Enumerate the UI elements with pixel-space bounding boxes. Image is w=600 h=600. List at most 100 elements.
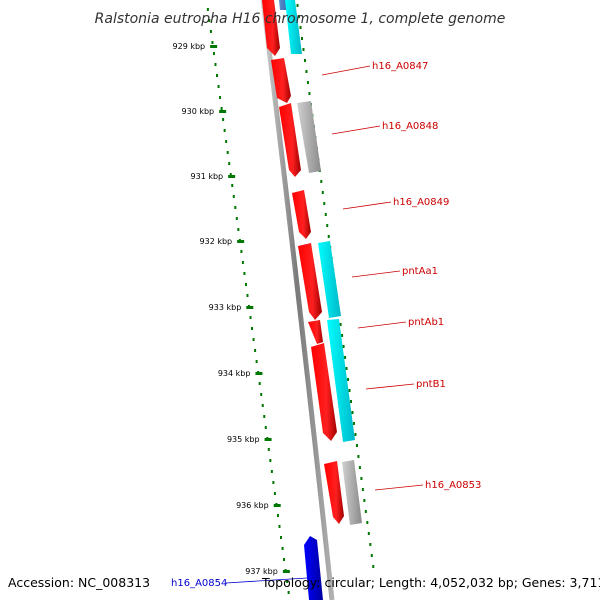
outer-track-dot (305, 70, 308, 73)
outer-track-dot (342, 345, 345, 348)
gene-label-layer: h16_A0847 h16_A0848 h16_A0849 pntAa1 pntAb1 p… (321, 61, 481, 491)
gene-leader-line (351, 270, 401, 278)
map-title: Ralstonia eutropha H16 chromosome 1, com… (95, 11, 506, 27)
tick-dot (263, 415, 266, 418)
tick-dot (286, 580, 289, 583)
tick-label: 933 kbp (209, 303, 242, 312)
tick-dot (276, 514, 279, 517)
outer-track-dot (370, 554, 373, 557)
outer-track-dot (339, 323, 342, 326)
tick-dot (234, 206, 237, 209)
gene-label[interactable]: h16_A0848 (382, 121, 438, 132)
outer-track-dot (366, 521, 369, 524)
tick-label: 935 kbp (227, 435, 260, 444)
tick-label: 929 kbp (173, 42, 206, 51)
outer-track-dot (296, 4, 299, 7)
gene-label[interactable]: h16_A0849 (393, 197, 449, 208)
outer-track-dot (344, 356, 347, 359)
tick-dot (222, 118, 225, 121)
outer-track-dot (358, 466, 361, 469)
outer-track-dot (364, 510, 367, 513)
gene-red-pntaa1 (298, 243, 322, 320)
tick-dot (225, 140, 228, 143)
tick-dot (280, 536, 283, 539)
major-tick (219, 110, 227, 113)
outer-track-dot (324, 213, 327, 216)
major-tick (237, 240, 245, 243)
outer-track-dot (354, 433, 357, 436)
tick-label: 930 kbp (182, 107, 215, 116)
tick-dot (217, 85, 220, 88)
tick-dot (281, 547, 284, 550)
tick-dot (232, 195, 235, 198)
major-tick (273, 504, 281, 507)
tick-label: 934 kbp (218, 369, 251, 378)
tick-dot (219, 96, 222, 99)
outer-track-dot (369, 543, 372, 546)
tick-dot (261, 404, 264, 407)
outer-track-dot (327, 235, 330, 238)
outer-track-dot (355, 444, 358, 447)
h16-a0854-leader-line (225, 577, 308, 584)
gene-leader-line (365, 383, 415, 390)
tick-dot (264, 426, 267, 429)
tick-dot (231, 184, 234, 187)
chromosome-backbone (260, 0, 335, 600)
tick-dot (270, 470, 273, 473)
tick-label-layer: 929 kbp 930 kbp 931 kbp 932 kbp 933 kbp 934 k… (173, 42, 290, 576)
outer-track-dot (308, 92, 311, 95)
gene-red-h16-a0848 (279, 103, 301, 177)
tick-dot (235, 217, 238, 220)
gene-leader-line (357, 321, 407, 329)
tick-dot (255, 360, 258, 363)
tick-dot (240, 250, 243, 253)
outer-track-dot (345, 367, 348, 370)
tick-dot (228, 162, 231, 165)
gene-gray-h16-a0848 (297, 101, 321, 173)
gene-red-h16-a0847 (271, 58, 291, 103)
major-tick (282, 570, 290, 573)
tick-dot (241, 261, 244, 264)
outer-track-dot (352, 422, 355, 425)
gene-cyan-top (285, 0, 302, 54)
tick-dot (249, 316, 252, 319)
gene-blue-h16-a0854 (304, 536, 323, 600)
gene-features (262, 0, 362, 600)
gene-label[interactable]: pntB1 (416, 379, 446, 390)
tick-dot (229, 173, 232, 176)
gene-cyan-pntb1 (327, 319, 355, 442)
tick-dot (243, 272, 246, 275)
gene-leader-line (342, 201, 392, 210)
gene-label[interactable]: pntAb1 (408, 317, 444, 328)
outer-track-dot (341, 334, 344, 337)
gene-red-pntab1-b (311, 343, 337, 441)
tick-label: 936 kbp (236, 501, 269, 510)
gene-label[interactable]: h16_A0853 (425, 480, 481, 491)
tick-dot (244, 283, 247, 286)
gene-leader-line (321, 65, 371, 76)
gene-label-h16-a0854[interactable]: h16_A0854 (171, 578, 227, 589)
tick-dot (208, 19, 211, 22)
tick-dot (273, 492, 276, 495)
tick-dot (226, 151, 229, 154)
outer-track-dot (299, 26, 302, 29)
outer-track-dot (372, 565, 375, 568)
major-tick (264, 438, 272, 441)
gene-label[interactable]: h16_A0847 (372, 61, 428, 72)
gene-red-h16-a0853 (324, 461, 344, 524)
tick-dot (267, 448, 270, 451)
major-tick (255, 372, 263, 375)
outer-track-dot (303, 59, 306, 62)
tick-dot (216, 74, 219, 77)
tick-dot (209, 30, 212, 33)
gene-label[interactable]: pntAa1 (402, 266, 438, 277)
tick-dot (220, 107, 223, 110)
outer-track-dot (367, 532, 370, 535)
major-tick (210, 45, 218, 48)
tick-dot (254, 349, 257, 352)
outer-track-dot (350, 400, 352, 403)
outer-track-dot (326, 224, 329, 227)
outer-track-dot (323, 202, 326, 205)
outer-track-dot (363, 499, 366, 502)
